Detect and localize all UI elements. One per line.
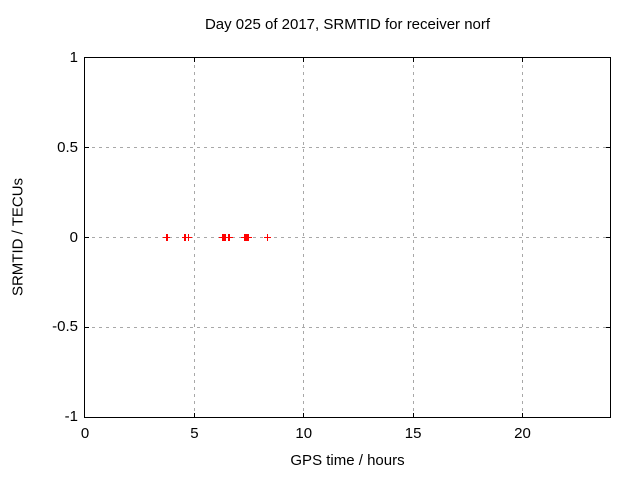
x-tick-mark	[412, 413, 414, 417]
y-tick-mark	[606, 237, 610, 238]
y-tick-label: 0.5	[57, 138, 78, 156]
x-tick-mark	[412, 58, 414, 62]
x-tick-mark	[522, 58, 523, 62]
marker-v-bar	[187, 234, 189, 241]
x-tick-label: 20	[514, 425, 531, 442]
y-axis-label: SRMTID / TECUs	[9, 177, 27, 297]
grid-line-horizontal	[85, 237, 610, 238]
y-tick-mark	[85, 237, 89, 238]
x-tick-mark	[522, 413, 523, 417]
x-tick-mark	[193, 58, 195, 62]
y-tick-label: -0.5	[52, 318, 78, 336]
x-axis-label: GPS time / hours	[290, 452, 405, 469]
x-tick-label: 5	[190, 425, 199, 442]
y-tick-label: 1	[69, 49, 78, 66]
data-point-marker	[225, 234, 233, 241]
marker-v-bar	[247, 234, 250, 241]
y-tick-mark	[606, 147, 610, 149]
grid-line-horizontal	[85, 326, 610, 328]
plot-area	[84, 57, 611, 418]
marker-v-bar	[266, 234, 269, 241]
x-tick-mark	[303, 413, 305, 417]
chart-title: Day 025 of 2017, SRMTID for receiver nor…	[204, 16, 491, 33]
data-point-marker	[245, 234, 253, 241]
data-point-marker	[184, 234, 192, 241]
x-tick-mark	[193, 413, 195, 417]
x-tick-label: 0	[80, 425, 90, 442]
y-tick-mark	[606, 326, 610, 328]
x-tick-label: 15	[404, 425, 422, 442]
data-point-marker	[263, 234, 271, 241]
x-tick-label: 10	[295, 425, 313, 442]
y-tick-label: 0	[69, 228, 78, 246]
x-tick-mark	[303, 58, 305, 62]
data-point-marker	[163, 234, 171, 241]
y-tick-mark	[85, 147, 89, 149]
grid-line-horizontal	[85, 147, 610, 149]
y-tick-label: -1	[64, 408, 78, 425]
y-tick-mark	[85, 326, 89, 328]
marker-v-bar	[166, 234, 168, 241]
marker-v-bar	[228, 234, 230, 241]
